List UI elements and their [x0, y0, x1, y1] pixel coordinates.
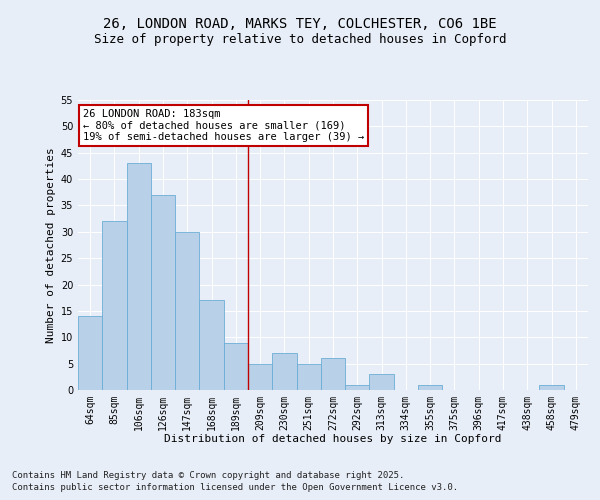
Bar: [78, 316, 102, 390]
Bar: [296, 364, 321, 390]
Text: Size of property relative to detached houses in Copford: Size of property relative to detached ho…: [94, 32, 506, 46]
Bar: [127, 164, 151, 390]
Text: 26 LONDON ROAD: 183sqm
← 80% of detached houses are smaller (169)
19% of semi-de: 26 LONDON ROAD: 183sqm ← 80% of detached…: [83, 108, 364, 142]
Bar: [151, 195, 175, 390]
Bar: [370, 374, 394, 390]
Text: 26, LONDON ROAD, MARKS TEY, COLCHESTER, CO6 1BE: 26, LONDON ROAD, MARKS TEY, COLCHESTER, …: [103, 18, 497, 32]
Text: Contains public sector information licensed under the Open Government Licence v3: Contains public sector information licen…: [12, 483, 458, 492]
Bar: [321, 358, 345, 390]
Bar: [272, 353, 296, 390]
Bar: [224, 342, 248, 390]
Bar: [345, 384, 370, 390]
Bar: [539, 384, 564, 390]
Bar: [248, 364, 272, 390]
Bar: [175, 232, 199, 390]
Bar: [102, 222, 127, 390]
Y-axis label: Number of detached properties: Number of detached properties: [46, 147, 56, 343]
Text: Contains HM Land Registry data © Crown copyright and database right 2025.: Contains HM Land Registry data © Crown c…: [12, 470, 404, 480]
Bar: [418, 384, 442, 390]
X-axis label: Distribution of detached houses by size in Copford: Distribution of detached houses by size …: [164, 434, 502, 444]
Bar: [199, 300, 224, 390]
